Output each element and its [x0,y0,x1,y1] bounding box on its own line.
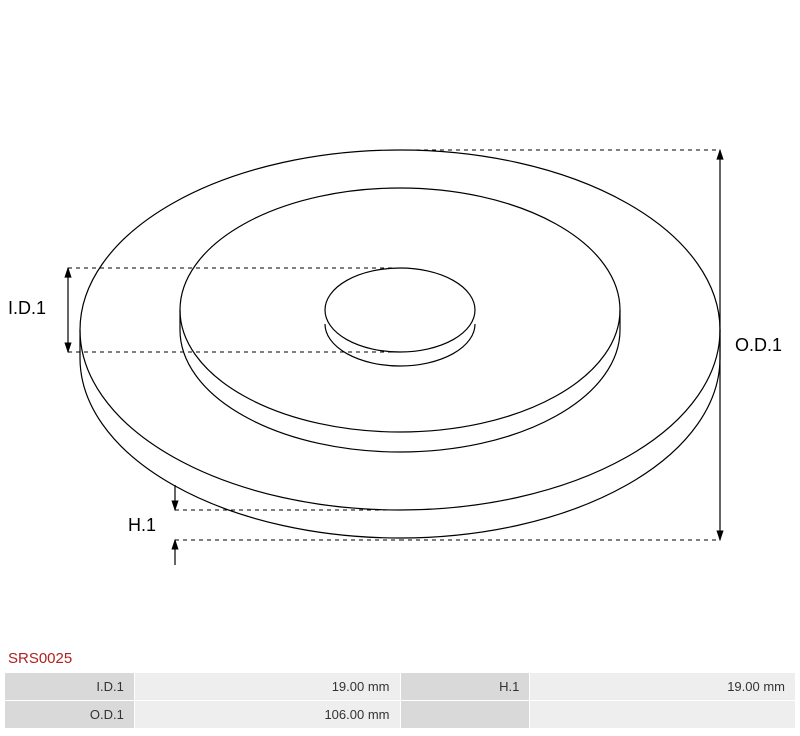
label-od1: O.D.1 [735,335,782,356]
washer-diagram [0,0,800,640]
spec-label [400,701,530,729]
spec-value: 106.00 mm [134,701,400,729]
table-row: I.D.1 19.00 mm H.1 19.00 mm [5,673,796,701]
spec-value: 19.00 mm [530,673,796,701]
table-row: O.D.1 106.00 mm [5,701,796,729]
label-h1: H.1 [128,515,156,536]
spec-label: I.D.1 [5,673,135,701]
spec-value [530,701,796,729]
spec-label: H.1 [400,673,530,701]
part-number: SRS0025 [8,650,72,667]
label-id1: I.D.1 [8,298,46,319]
spec-label: O.D.1 [5,701,135,729]
spec-table: I.D.1 19.00 mm H.1 19.00 mm O.D.1 106.00… [4,672,796,729]
diagram-area: I.D.1 O.D.1 H.1 [0,0,800,640]
spec-value: 19.00 mm [134,673,400,701]
